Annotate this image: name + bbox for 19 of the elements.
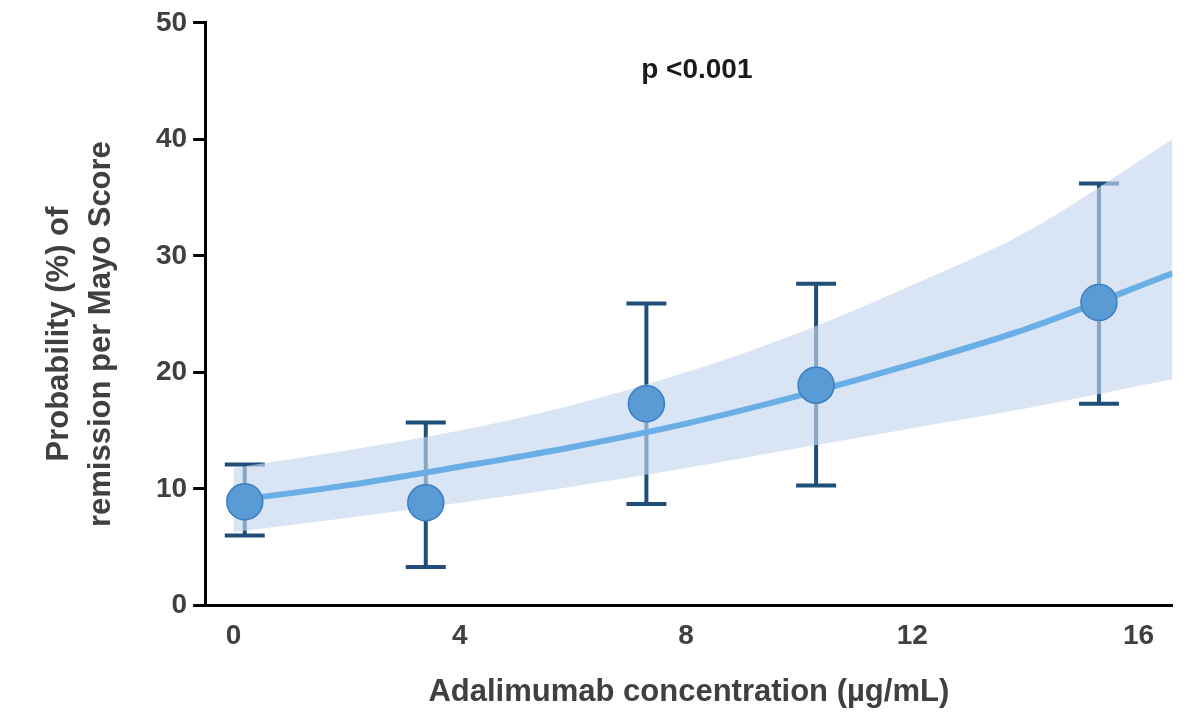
point (797, 366, 835, 404)
point (225, 482, 264, 521)
y-tick-label: 50 (155, 5, 188, 37)
x-tick-label: 8 (678, 618, 694, 650)
point (1080, 283, 1118, 322)
y-tick-label: 10 (155, 471, 188, 503)
y-tick-label: 0 (171, 588, 188, 620)
x-tick-label: 12 (896, 618, 928, 650)
y-tick-label: 40 (155, 122, 188, 154)
x-tick-label: 4 (451, 618, 468, 650)
y-axis-title: Probability (%) of remission per Mayo Score (39, 141, 117, 528)
annotation: p <0.001 (641, 52, 753, 84)
y-tick-label: 20 (155, 355, 188, 387)
point (627, 385, 666, 423)
x-axis-title: Adalimumab concentration (µg/mL) (428, 672, 950, 708)
x-tick-label: 0 (225, 618, 242, 650)
x-tick-label: 16 (1122, 618, 1155, 650)
y-tick-label: 30 (155, 238, 188, 270)
point (407, 484, 445, 522)
